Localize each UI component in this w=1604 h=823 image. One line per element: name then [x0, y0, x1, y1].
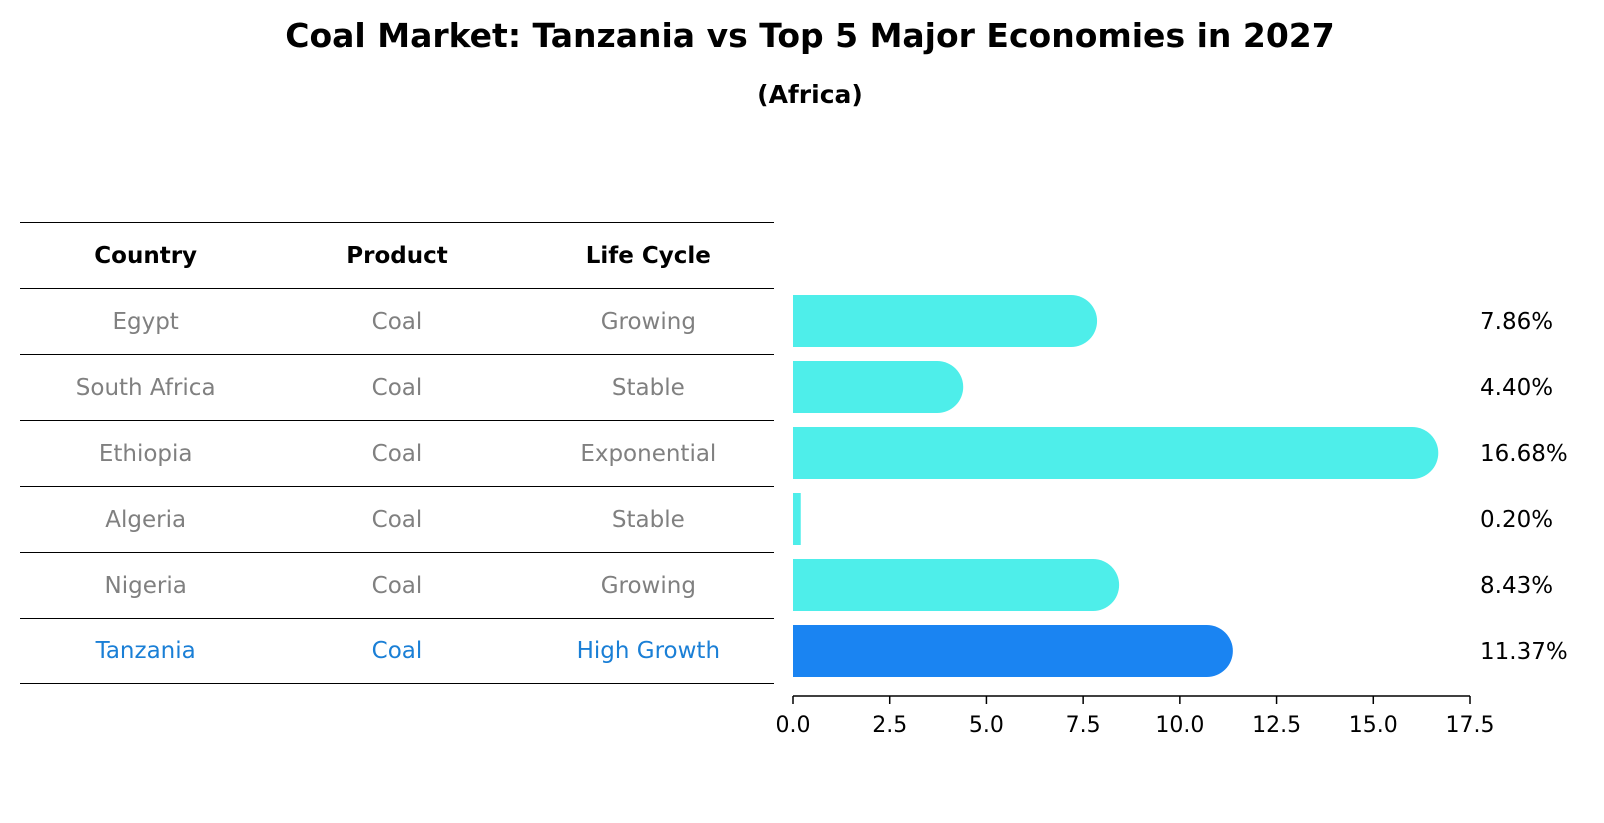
header-life-cycle: Life Cycle [585, 242, 711, 269]
life-cycle-cell: Growing [600, 572, 696, 599]
table-row-highlighted: Tanzania Coal High Growth [20, 618, 774, 684]
x-tick-label: 5.0 [969, 713, 1004, 738]
country-cell: Nigeria [104, 572, 187, 599]
life-cycle-cell: Growing [600, 308, 696, 335]
value-label: 11.37% [1480, 639, 1568, 665]
table-row: Algeria Coal Stable [20, 486, 774, 552]
x-tick-label: 10.0 [1155, 713, 1204, 738]
value-label: 16.68% [1480, 441, 1568, 467]
header-country: Country [94, 242, 198, 269]
bar-egypt [793, 295, 1098, 347]
life-cycle-cell: Exponential [580, 440, 717, 467]
product-cell: Coal [371, 374, 423, 401]
life-cycle-cell: Stable [611, 374, 685, 401]
product-cell: Coal [371, 440, 423, 467]
bar-ethiopia [793, 427, 1439, 479]
chart-subtitle: (Africa) [757, 80, 863, 109]
value-label: 0.20% [1480, 507, 1553, 533]
value-label: 4.40% [1480, 375, 1553, 401]
chart-title: Coal Market: Tanzania vs Top 5 Major Eco… [285, 16, 1335, 55]
header-product: Product [346, 242, 448, 269]
x-tick-label: 0.0 [776, 713, 811, 738]
table-header-row: Country Product Life Cycle [20, 222, 774, 288]
product-cell: Coal [371, 572, 423, 599]
country-cell: Algeria [105, 506, 187, 533]
product-cell: Coal [371, 308, 423, 335]
value-label: 7.86% [1480, 309, 1553, 335]
x-tick-label: 17.5 [1446, 713, 1495, 738]
x-tick-label: 2.5 [872, 713, 907, 738]
product-cell: Coal [371, 638, 423, 664]
product-cell: Coal [371, 506, 423, 533]
x-tick-label: 7.5 [1066, 713, 1101, 738]
life-cycle-cell: Stable [611, 506, 685, 533]
country-cell: Tanzania [95, 638, 196, 664]
country-cell: Egypt [112, 308, 179, 335]
table-row: Nigeria Coal Growing [20, 552, 774, 618]
bar-south-africa [793, 361, 964, 413]
life-cycle-cell: High Growth [576, 638, 721, 664]
x-tick-label: 12.5 [1252, 713, 1301, 738]
table-row: Ethiopia Coal Exponential [20, 420, 774, 486]
bar-tanzania [793, 625, 1233, 677]
value-label: 8.43% [1480, 573, 1553, 599]
bar-nigeria [793, 559, 1120, 611]
bar-algeria [793, 493, 801, 545]
country-cell: Ethiopia [98, 440, 193, 467]
x-tick-label: 15.0 [1349, 713, 1398, 738]
table-row: South Africa Coal Stable [20, 354, 774, 420]
market-table: Country Product Life Cycle Egypt Coal Gr… [20, 222, 774, 684]
table-row: Egypt Coal Growing [20, 288, 774, 354]
country-cell: South Africa [75, 374, 216, 401]
